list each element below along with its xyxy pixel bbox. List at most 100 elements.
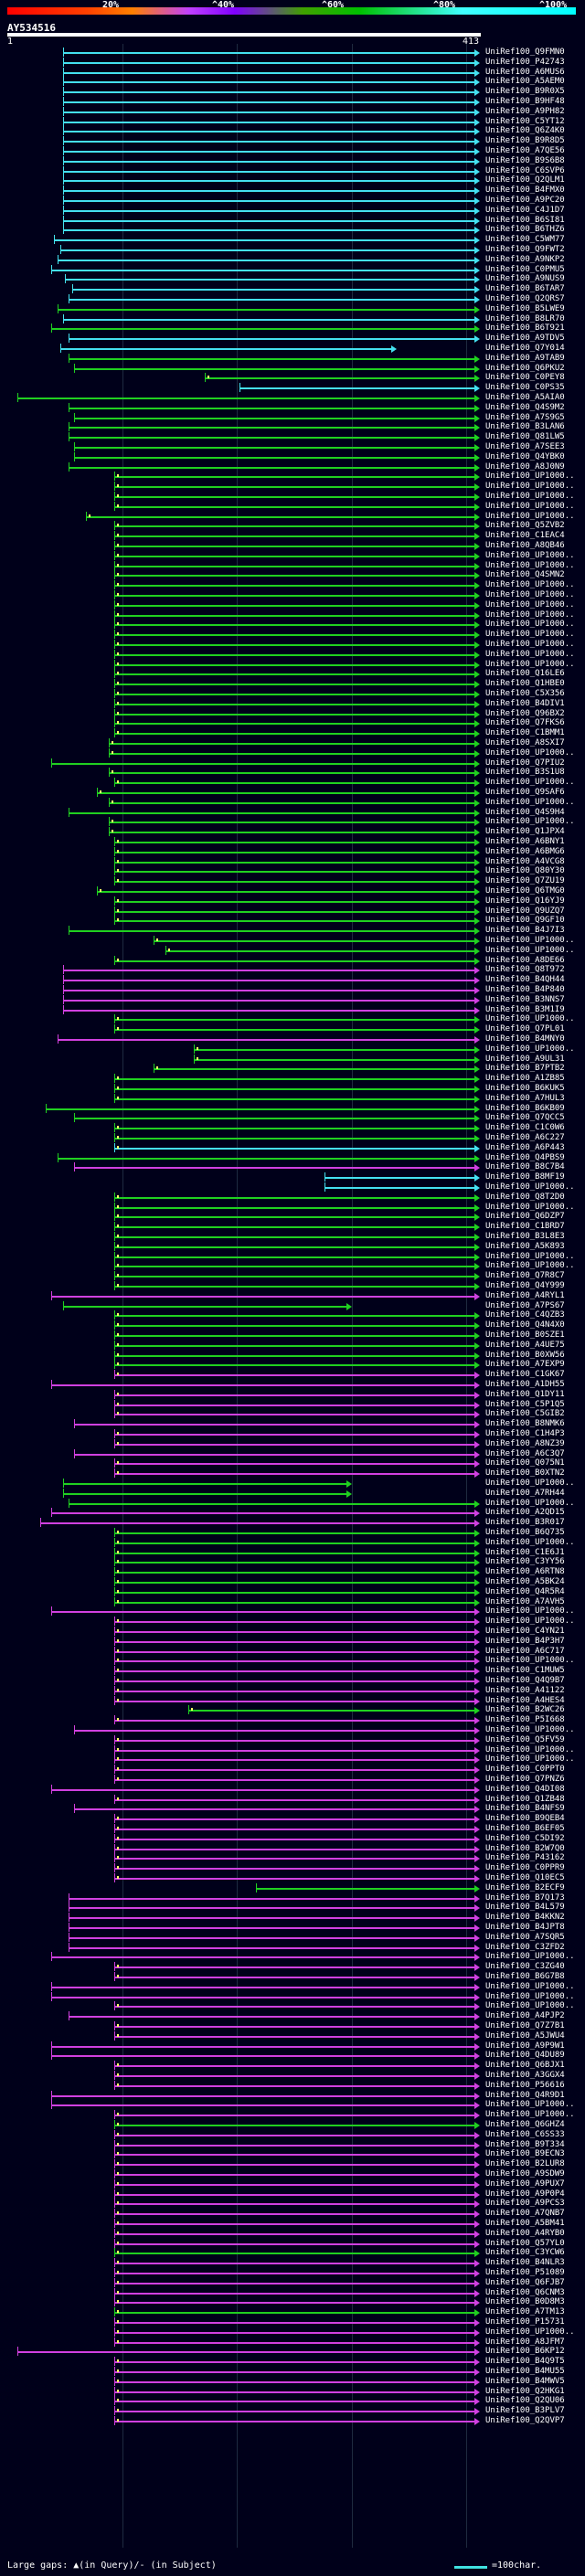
hit-bar[interactable] bbox=[74, 1730, 475, 1732]
hit-bar[interactable] bbox=[62, 180, 475, 183]
hit-bar[interactable] bbox=[113, 694, 475, 695]
hit-id-link[interactable]: UniRef100_A7SEE3 bbox=[485, 442, 565, 451]
hit-row[interactable]: UniRef100_Q2QLM1 bbox=[0, 175, 585, 186]
hit-id-link[interactable]: UniRef100_C4YN21 bbox=[485, 1627, 565, 1636]
hit-row[interactable]: UniRef100_A9PCS3 bbox=[0, 2199, 585, 2209]
hit-id-link[interactable]: UniRef100_A9SDW9 bbox=[485, 2169, 565, 2178]
hit-bar[interactable] bbox=[113, 1394, 475, 1396]
hit-row[interactable]: UniRef100_C1H4P3 bbox=[0, 1429, 585, 1438]
hit-id-link[interactable]: UniRef100_Q7R8C7 bbox=[485, 1271, 565, 1281]
hit-row[interactable]: UniRef100_A5AIA0 bbox=[0, 393, 585, 402]
hit-bar[interactable] bbox=[108, 743, 475, 745]
hit-id-link[interactable]: UniRef100_C0PPR9 bbox=[485, 1863, 565, 1873]
hit-bar[interactable] bbox=[97, 792, 475, 794]
hit-row[interactable]: UniRef100_A7PS67 bbox=[0, 1300, 585, 1310]
hit-id-link[interactable]: UniRef100_B0SZE1 bbox=[485, 1330, 565, 1340]
hit-id-link[interactable]: UniRef100_A4RYL1 bbox=[485, 1290, 565, 1300]
hit-bar[interactable] bbox=[113, 684, 475, 686]
hit-row[interactable]: UniRef100_Q7QCC5 bbox=[0, 1113, 585, 1123]
hit-row[interactable]: UniRef100_UP1000.. bbox=[0, 747, 585, 758]
hit-bar[interactable] bbox=[69, 1917, 475, 1920]
hit-bar[interactable] bbox=[113, 1335, 475, 1337]
hit-bar[interactable] bbox=[57, 1157, 475, 1160]
hit-id-link[interactable]: UniRef100_C6SVP6 bbox=[485, 165, 565, 175]
hit-id-link[interactable]: UniRef100_A9TAB9 bbox=[485, 353, 565, 363]
hit-bar[interactable] bbox=[62, 61, 475, 64]
hit-row[interactable]: UniRef100_A7SQR5 bbox=[0, 1932, 585, 1942]
hit-id-link[interactable]: UniRef100_A1DH55 bbox=[485, 1380, 565, 1389]
hit-bar[interactable] bbox=[62, 190, 475, 193]
hit-row[interactable]: UniRef100_C1GK67 bbox=[0, 1370, 585, 1380]
hit-row[interactable]: UniRef100_Q9GF10 bbox=[0, 916, 585, 926]
hit-bar[interactable] bbox=[51, 2055, 475, 2058]
hit-bar[interactable] bbox=[60, 249, 475, 251]
hit-id-link[interactable]: UniRef100_B6KB09 bbox=[485, 1103, 565, 1113]
hit-row[interactable]: UniRef100_A6RTN8 bbox=[0, 1567, 585, 1577]
hit-row[interactable]: UniRef100_B2LUR8 bbox=[0, 2159, 585, 2169]
hit-row[interactable]: UniRef100_B3NNS7 bbox=[0, 994, 585, 1004]
hit-bar[interactable] bbox=[113, 1364, 475, 1367]
hit-row[interactable]: UniRef100_B0D8M3 bbox=[0, 2297, 585, 2307]
hit-id-link[interactable]: UniRef100_A7QE56 bbox=[485, 146, 565, 155]
hit-row[interactable]: UniRef100_B4P3H7 bbox=[0, 1636, 585, 1646]
hit-bar[interactable] bbox=[113, 1838, 475, 1840]
hit-id-link[interactable]: UniRef100_B2LUR8 bbox=[485, 2159, 565, 2169]
hit-bar[interactable] bbox=[113, 2282, 475, 2284]
hit-row[interactable]: UniRef100_A7EXP9 bbox=[0, 1360, 585, 1370]
hit-row[interactable]: UniRef100_A9TAB9 bbox=[0, 353, 585, 363]
hit-id-link[interactable]: UniRef100_C1C0W6 bbox=[485, 1123, 565, 1133]
hit-id-link[interactable]: UniRef100_B0XW56 bbox=[485, 1350, 565, 1360]
hit-bar[interactable] bbox=[62, 71, 475, 74]
hit-row[interactable]: UniRef100_Q7Z7B1 bbox=[0, 2021, 585, 2030]
hit-row[interactable]: UniRef100_C0PMU5 bbox=[0, 264, 585, 274]
hit-id-link[interactable]: UniRef100_A7QNB7 bbox=[485, 2209, 565, 2219]
hit-row[interactable]: UniRef100_Q2HKG1 bbox=[0, 2386, 585, 2396]
hit-id-link[interactable]: UniRef100_B8C7B4 bbox=[485, 1162, 565, 1172]
hit-row[interactable]: UniRef100_A4UE75 bbox=[0, 1340, 585, 1350]
hit-id-link[interactable]: UniRef100_Q9FWT2 bbox=[485, 245, 565, 254]
hit-bar[interactable] bbox=[113, 1473, 475, 1476]
hit-id-link[interactable]: UniRef100_A5JWU4 bbox=[485, 2030, 565, 2041]
hit-row[interactable]: UniRef100_C5P1Q5 bbox=[0, 1399, 585, 1409]
hit-bar[interactable] bbox=[113, 2183, 475, 2186]
hit-row[interactable]: UniRef100_B9QEB4 bbox=[0, 1814, 585, 1824]
hit-bar[interactable] bbox=[113, 2164, 475, 2167]
hit-id-link[interactable]: UniRef100_A6RTN8 bbox=[485, 1567, 565, 1577]
hit-bar[interactable] bbox=[69, 930, 475, 933]
hit-row[interactable]: UniRef100_A9UL31 bbox=[0, 1054, 585, 1064]
hit-row[interactable]: UniRef100_UP1000.. bbox=[0, 560, 585, 570]
hit-id-link[interactable]: UniRef100_Q4DU89 bbox=[485, 2051, 565, 2061]
hit-id-link[interactable]: UniRef100_B4P840 bbox=[485, 985, 565, 994]
hit-id-link[interactable]: UniRef100_A9TDV5 bbox=[485, 334, 565, 344]
hit-id-link[interactable]: UniRef100_UP1000.. bbox=[485, 1014, 575, 1024]
hit-row[interactable]: UniRef100_Q075N1 bbox=[0, 1458, 585, 1468]
hit-id-link[interactable]: UniRef100_Q4R5R4 bbox=[485, 1586, 565, 1596]
hit-row[interactable]: UniRef100_Q10EC5 bbox=[0, 1873, 585, 1882]
hit-id-link[interactable]: UniRef100_Q6CNM3 bbox=[485, 2287, 565, 2297]
hit-bar[interactable] bbox=[113, 2371, 475, 2373]
hit-id-link[interactable]: UniRef100_Q9SAF6 bbox=[485, 788, 565, 797]
hit-bar[interactable] bbox=[113, 2203, 475, 2206]
hit-bar[interactable] bbox=[62, 1492, 347, 1495]
hit-row[interactable]: UniRef100_C0PEY8 bbox=[0, 373, 585, 383]
hit-id-link[interactable]: UniRef100_B4Q9T5 bbox=[485, 2357, 565, 2367]
hit-id-link[interactable]: UniRef100_B9S6B8 bbox=[485, 155, 565, 165]
hit-bar[interactable] bbox=[69, 1502, 475, 1505]
hit-row[interactable]: UniRef100_Q1DY11 bbox=[0, 1389, 585, 1399]
hit-bar[interactable] bbox=[74, 1424, 475, 1426]
hit-row[interactable]: UniRef100_B4KKN2 bbox=[0, 1913, 585, 1923]
hit-row[interactable]: UniRef100_A5AEM0 bbox=[0, 77, 585, 87]
hit-bar[interactable] bbox=[113, 2322, 475, 2324]
hit-row[interactable]: UniRef100_B5LWE9 bbox=[0, 303, 585, 313]
hit-bar[interactable] bbox=[113, 782, 475, 785]
hit-bar[interactable] bbox=[113, 2390, 475, 2393]
hit-bar[interactable] bbox=[113, 1631, 475, 1633]
hit-id-link[interactable]: UniRef100_C5YT12 bbox=[485, 116, 565, 126]
hit-bar[interactable] bbox=[113, 1325, 475, 1328]
hit-row[interactable]: UniRef100_A9NUS9 bbox=[0, 274, 585, 284]
hit-id-link[interactable]: UniRef100_Q6Z4K0 bbox=[485, 126, 565, 136]
hit-id-link[interactable]: UniRef100_A5AEM0 bbox=[485, 77, 565, 87]
hit-row[interactable]: UniRef100_Q8T972 bbox=[0, 965, 585, 975]
hit-row[interactable]: UniRef100_Q4Q9B7 bbox=[0, 1676, 585, 1685]
hit-bar[interactable] bbox=[113, 723, 475, 726]
